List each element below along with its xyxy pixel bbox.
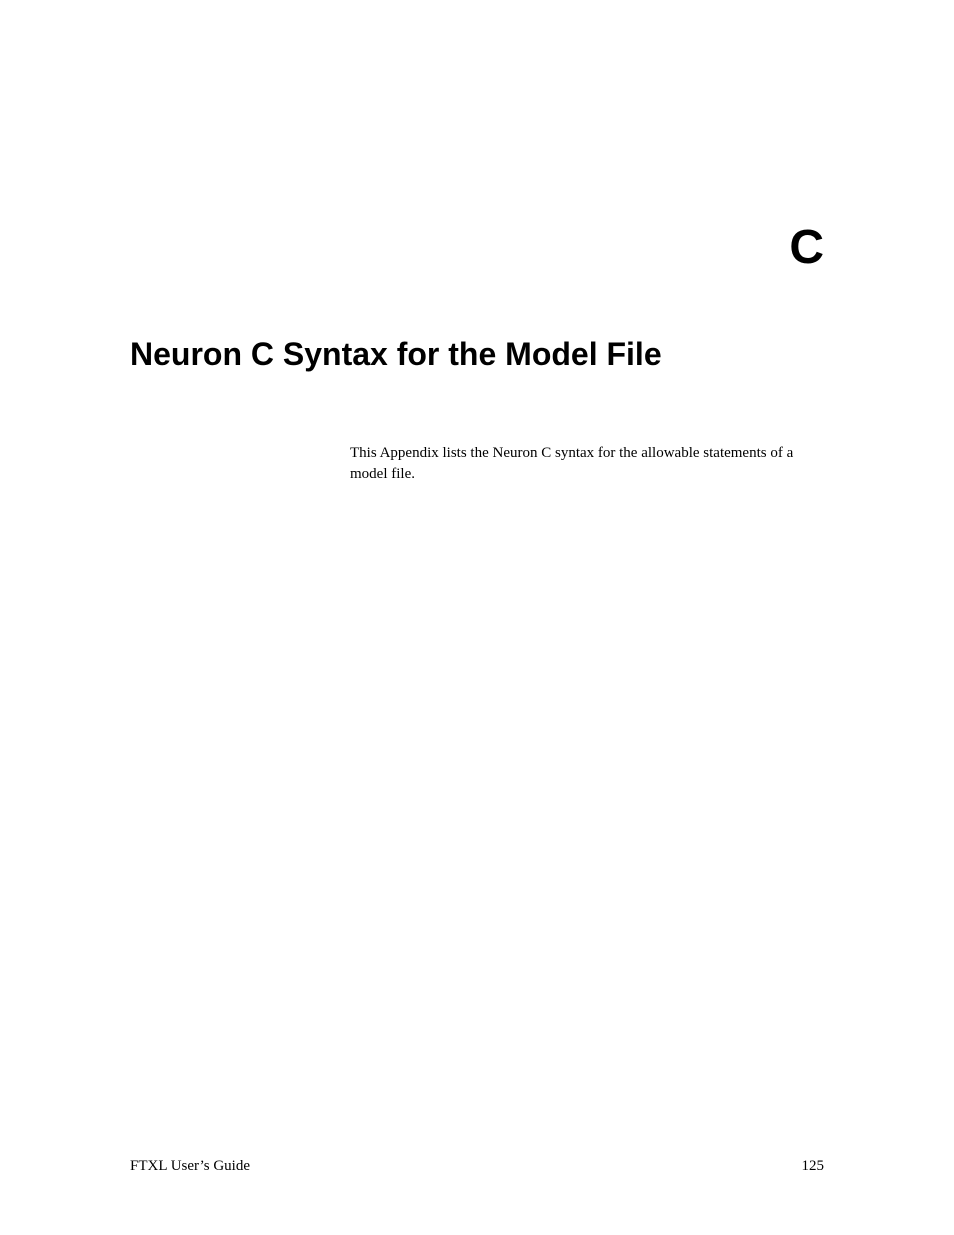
page-container: C Neuron C Syntax for the Model File Thi… — [0, 0, 954, 1235]
footer-page-number: 125 — [802, 1158, 825, 1175]
body-paragraph: This Appendix lists the Neuron C syntax … — [350, 443, 824, 484]
footer-left: FTXL User’s Guide — [130, 1158, 250, 1175]
appendix-letter: C — [130, 220, 824, 275]
page-footer: FTXL User’s Guide 125 — [130, 1158, 824, 1175]
page-title: Neuron C Syntax for the Model File — [130, 335, 824, 373]
